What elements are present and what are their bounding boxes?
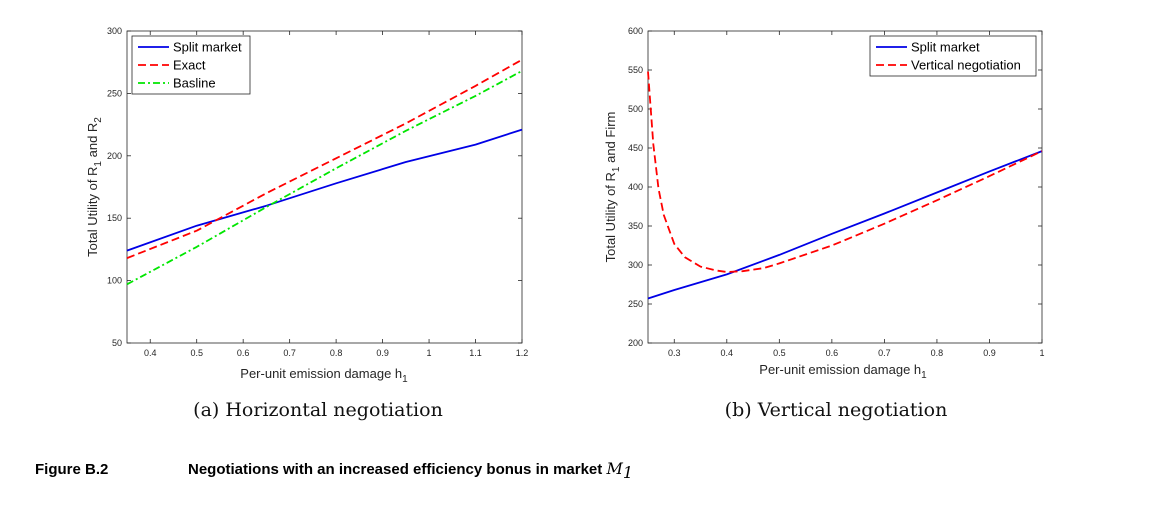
x-tick-label: 0.4 xyxy=(721,348,734,358)
y-axis-label-part2: and Firm xyxy=(603,112,618,167)
y-tick-label: 300 xyxy=(107,26,122,36)
x-tick-label: 0.5 xyxy=(773,348,786,358)
x-tick-label: 1 xyxy=(1039,348,1044,358)
series-line-vertical-negotiation xyxy=(647,71,1043,273)
series-line-split-market xyxy=(647,150,1043,300)
figure-title-text: Negotiations with an increased efficienc… xyxy=(188,461,606,478)
x-axis-label: Per-unit emission damage h1 xyxy=(240,366,408,385)
tick-group: 0.3 0.4 0.5 0.6 0.7 0.8 0.9 1 200 250 300 350 400 450… xyxy=(628,26,1045,358)
x-tick-label: 0.4 xyxy=(144,348,157,358)
series-line-split-market xyxy=(126,128,523,252)
y-tick-label: 450 xyxy=(628,143,643,153)
y-tick-label: 200 xyxy=(628,338,643,348)
y-axis-label-part1: Total Utility of R xyxy=(85,167,100,257)
figure-label: Figure B.2 xyxy=(35,461,108,478)
x-tick-label: 0.7 xyxy=(878,348,891,358)
y-axis-label-part1: Total Utility of R xyxy=(603,172,618,262)
y-tick-label: 50 xyxy=(112,338,122,348)
x-axis-label-main: Per-unit emission damage h xyxy=(240,366,402,381)
y-tick-label: 600 xyxy=(628,26,643,36)
x-axis-label-sub: 1 xyxy=(402,374,408,385)
y-axis-label: Total Utility of R1 and Firm xyxy=(603,112,622,263)
caption-a: (a) Horizontal negotiation xyxy=(193,399,443,421)
y-tick-label: 300 xyxy=(628,260,643,270)
x-tick-label: 0.9 xyxy=(983,348,996,358)
x-tick-label: 0.5 xyxy=(190,348,203,358)
series-line-basline xyxy=(126,70,523,286)
legend-box xyxy=(869,35,1037,77)
x-tick-label: 0.6 xyxy=(826,348,839,358)
chart-vertical-negotiation: 0.3 0.4 0.5 0.6 0.7 0.8 0.9 1 200 250 300 350 400 450… xyxy=(603,26,1045,421)
x-axis-label-main: Per-unit emission damage h xyxy=(759,362,921,377)
caption-b: (b) Vertical negotiation xyxy=(725,399,948,421)
y-tick-label: 350 xyxy=(628,221,643,231)
y-axis-label-sub2: 2 xyxy=(93,117,104,123)
legend-label: Split market xyxy=(173,40,242,55)
series-group xyxy=(126,58,523,286)
x-tick-label: 0.8 xyxy=(330,348,343,358)
legend: Split market Exact Basline xyxy=(131,35,251,95)
y-tick-label: 200 xyxy=(107,151,122,161)
x-tick-label: 0.9 xyxy=(376,348,389,358)
legend-label: Basline xyxy=(173,76,216,91)
x-tick-label: 1.1 xyxy=(469,348,482,358)
x-tick-label: 1 xyxy=(427,348,432,358)
x-axis-label-sub: 1 xyxy=(921,370,927,381)
x-axis-label: Per-unit emission damage h1 xyxy=(759,362,927,381)
figure-title: Negotiations with an increased efficienc… xyxy=(188,459,633,482)
y-tick-label: 250 xyxy=(628,299,643,309)
series-line-exact xyxy=(126,58,523,259)
legend-label: Split market xyxy=(911,40,980,55)
y-tick-label: 150 xyxy=(107,213,122,223)
legend-label: Exact xyxy=(173,58,206,73)
y-tick-label: 400 xyxy=(628,182,643,192)
x-tick-label: 1.2 xyxy=(516,348,529,358)
y-axis-label-sub1: 1 xyxy=(93,161,104,167)
x-tick-label: 0.3 xyxy=(668,348,681,358)
series-group xyxy=(647,71,1043,300)
x-tick-label: 0.6 xyxy=(237,348,250,358)
tick-group: 0.4 0.5 0.6 0.7 0.8 0.9 1 1.1 1.2 50 100 150 200 250 3… xyxy=(107,26,528,358)
y-tick-label: 550 xyxy=(628,65,643,75)
legend-label: Vertical negotiation xyxy=(911,58,1021,73)
chart-horizontal-negotiation: 0.4 0.5 0.6 0.7 0.8 0.9 1 1.1 1.2 50 100 150 200 250 3… xyxy=(85,26,528,421)
y-axis-label-sub1: 1 xyxy=(611,166,622,172)
y-axis-label: Total Utility of R1 and R2 xyxy=(85,117,104,257)
figure-title-math: M xyxy=(605,459,623,478)
y-tick-label: 100 xyxy=(107,276,122,286)
y-axis-label-part2: and R xyxy=(85,123,100,161)
x-tick-label: 0.8 xyxy=(931,348,944,358)
plot-area xyxy=(647,30,1043,344)
legend: Split market Vertical negotiation xyxy=(869,35,1037,77)
y-tick-label: 250 xyxy=(107,88,122,98)
x-tick-label: 0.7 xyxy=(283,348,296,358)
figure-title-math-sub: 1 xyxy=(623,463,633,482)
y-tick-label: 500 xyxy=(628,104,643,114)
